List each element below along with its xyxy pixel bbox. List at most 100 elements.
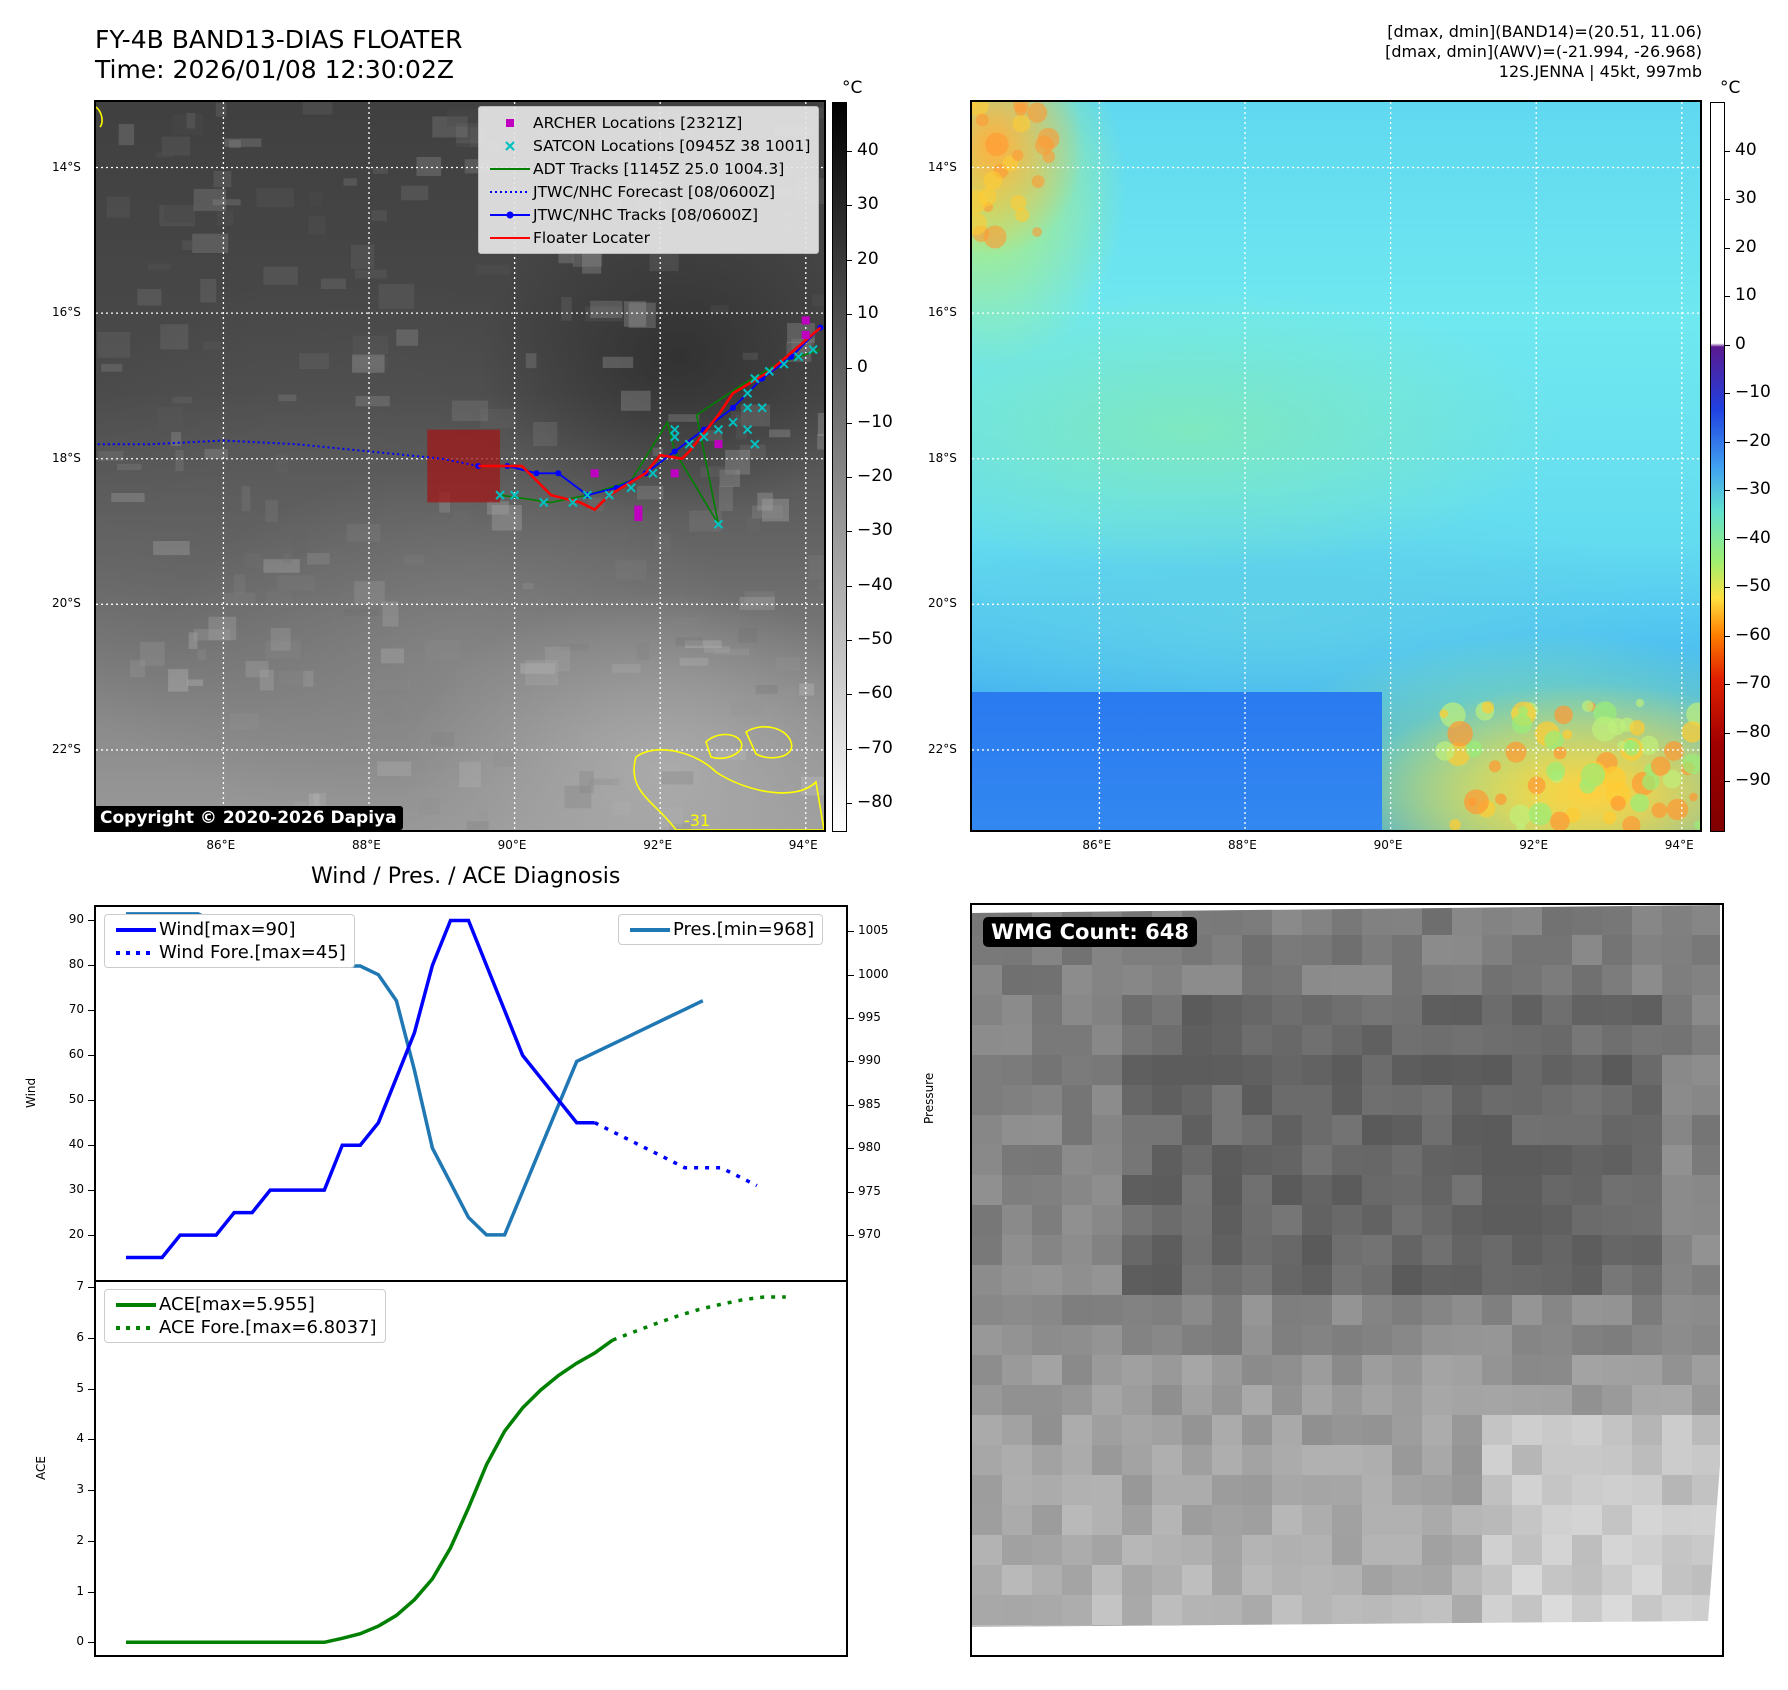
wmg-cell xyxy=(1572,905,1603,936)
wmg-cell xyxy=(1062,1385,1093,1416)
ir-texture-cell xyxy=(293,532,309,558)
wmg-cell xyxy=(1392,1325,1423,1356)
wmg-cell xyxy=(1542,1325,1573,1356)
wind-tick-mark xyxy=(88,920,94,922)
colorbar-tick-label: 0 xyxy=(1735,333,1746,354)
ir-texture-cell xyxy=(278,394,297,402)
wmg-cell xyxy=(972,1595,1003,1626)
colorbar-tick-label: 30 xyxy=(857,194,879,215)
wmg-cell xyxy=(1032,1445,1063,1476)
ir-texture-cell xyxy=(244,553,262,569)
ir-texture-cell xyxy=(419,797,440,815)
awv-texture-cell xyxy=(1651,802,1668,819)
satcon-marker xyxy=(808,344,818,355)
pres-legend-label: Pres.[min=968] xyxy=(673,919,815,940)
wmg-cell xyxy=(1032,1355,1063,1386)
ace-tick-mark xyxy=(88,1642,94,1644)
satcon-marker xyxy=(509,490,520,500)
wmg-cell xyxy=(972,1625,1003,1627)
awv-latitude-label: 22°S xyxy=(928,741,957,756)
wmg-cell xyxy=(1032,1265,1063,1296)
wmg-cell xyxy=(1482,1235,1513,1266)
satcon-marker xyxy=(684,439,695,449)
wmg-cell xyxy=(1692,1445,1720,1476)
pressure-tick-label: 1000 xyxy=(858,966,889,981)
wmg-cell xyxy=(1362,1115,1393,1146)
wind-tick-label: 80 xyxy=(68,957,84,972)
wmg-panel xyxy=(970,903,1724,1657)
wmg-cell xyxy=(1512,1385,1543,1416)
awv-texture-cell xyxy=(1014,103,1027,116)
ir-texture-cell xyxy=(671,617,697,626)
colorbar-tick-mark xyxy=(1725,781,1730,783)
ir-texture-cell xyxy=(267,591,292,607)
wmg-cell xyxy=(1392,1595,1423,1626)
ir-texture-cell xyxy=(787,323,816,344)
wmg-cell xyxy=(1662,995,1693,1026)
wmg-cell xyxy=(1422,1625,1453,1627)
wmg-cell xyxy=(1542,1475,1573,1506)
ace-tick-mark xyxy=(88,1287,94,1289)
wmg-cell xyxy=(1512,1205,1543,1236)
wmg-cell xyxy=(1662,1625,1693,1627)
wmg-cell xyxy=(1152,1265,1183,1296)
ir-texture-cell xyxy=(263,559,300,573)
ir-texture-cell xyxy=(775,657,801,671)
wmg-cell xyxy=(1512,1475,1543,1506)
ir-texture-cell xyxy=(808,555,824,581)
wmg-cell xyxy=(1632,1535,1663,1566)
ir-texture-cell xyxy=(731,701,763,717)
ir-texture-cell xyxy=(187,679,204,686)
ir-texture-cell xyxy=(669,823,692,830)
ir-texture-cell xyxy=(740,404,771,427)
wmg-cell xyxy=(972,965,1003,996)
satcon-marker xyxy=(648,468,658,478)
wind-fore-legend-dotted-icon xyxy=(113,948,159,958)
ir-texture-cell xyxy=(172,113,204,135)
wmg-cell xyxy=(1122,1355,1153,1386)
colorbar-tick-label: −20 xyxy=(857,465,893,486)
wmg-cell xyxy=(1182,1175,1213,1206)
wind-tick-mark xyxy=(88,1190,94,1192)
pressure-tick-label: 990 xyxy=(858,1053,881,1068)
wmg-cell xyxy=(1062,1205,1093,1236)
wmg-cell xyxy=(1182,995,1213,1026)
wmg-cell xyxy=(1692,905,1720,936)
wmg-cell xyxy=(1542,1625,1573,1627)
ir-texture-cell xyxy=(355,395,390,407)
wind-tick-label: 60 xyxy=(68,1047,84,1062)
colorbar-tick-label: −30 xyxy=(1735,479,1771,500)
wmg-cell xyxy=(972,1325,1003,1356)
wmg-cell xyxy=(1302,1265,1333,1296)
wmg-cell xyxy=(1152,1055,1183,1086)
wmg-cell xyxy=(1182,1325,1213,1356)
awv-latitude-label: 18°S xyxy=(928,450,957,465)
colorbar-tick-mark xyxy=(1725,393,1730,395)
wmg-cell xyxy=(1182,1385,1213,1416)
wmg-cell xyxy=(1242,1565,1273,1596)
wmg-cell xyxy=(1122,1085,1153,1116)
wmg-cell xyxy=(1302,905,1333,936)
wmg-cell xyxy=(1632,1385,1663,1416)
wmg-cell xyxy=(1242,1085,1273,1116)
ir-texture-cell xyxy=(223,592,256,606)
ir-texture-cell xyxy=(193,188,226,211)
pressure-tick-mark xyxy=(848,1104,854,1106)
track-legend-label: Floater Locater xyxy=(533,228,650,247)
awv-texture-cell xyxy=(1592,716,1618,742)
satcon-marker xyxy=(742,388,753,398)
wmg-cell xyxy=(1302,935,1333,966)
wmg-cell xyxy=(1362,1175,1393,1206)
contour-outline xyxy=(705,733,743,760)
colorbar-tick-mark xyxy=(847,422,852,424)
wmg-cell xyxy=(1272,1055,1303,1086)
wmg-cell xyxy=(1092,1115,1123,1146)
wmg-cell xyxy=(1392,1205,1423,1236)
ir-texture-cell xyxy=(299,353,330,370)
wmg-cell xyxy=(972,1505,1003,1536)
wmg-cell xyxy=(1062,1445,1093,1476)
satcon-marker xyxy=(742,424,753,435)
wmg-cell xyxy=(1032,1595,1063,1626)
wmg-cell xyxy=(1512,1595,1543,1626)
satcon-marker xyxy=(670,424,680,435)
